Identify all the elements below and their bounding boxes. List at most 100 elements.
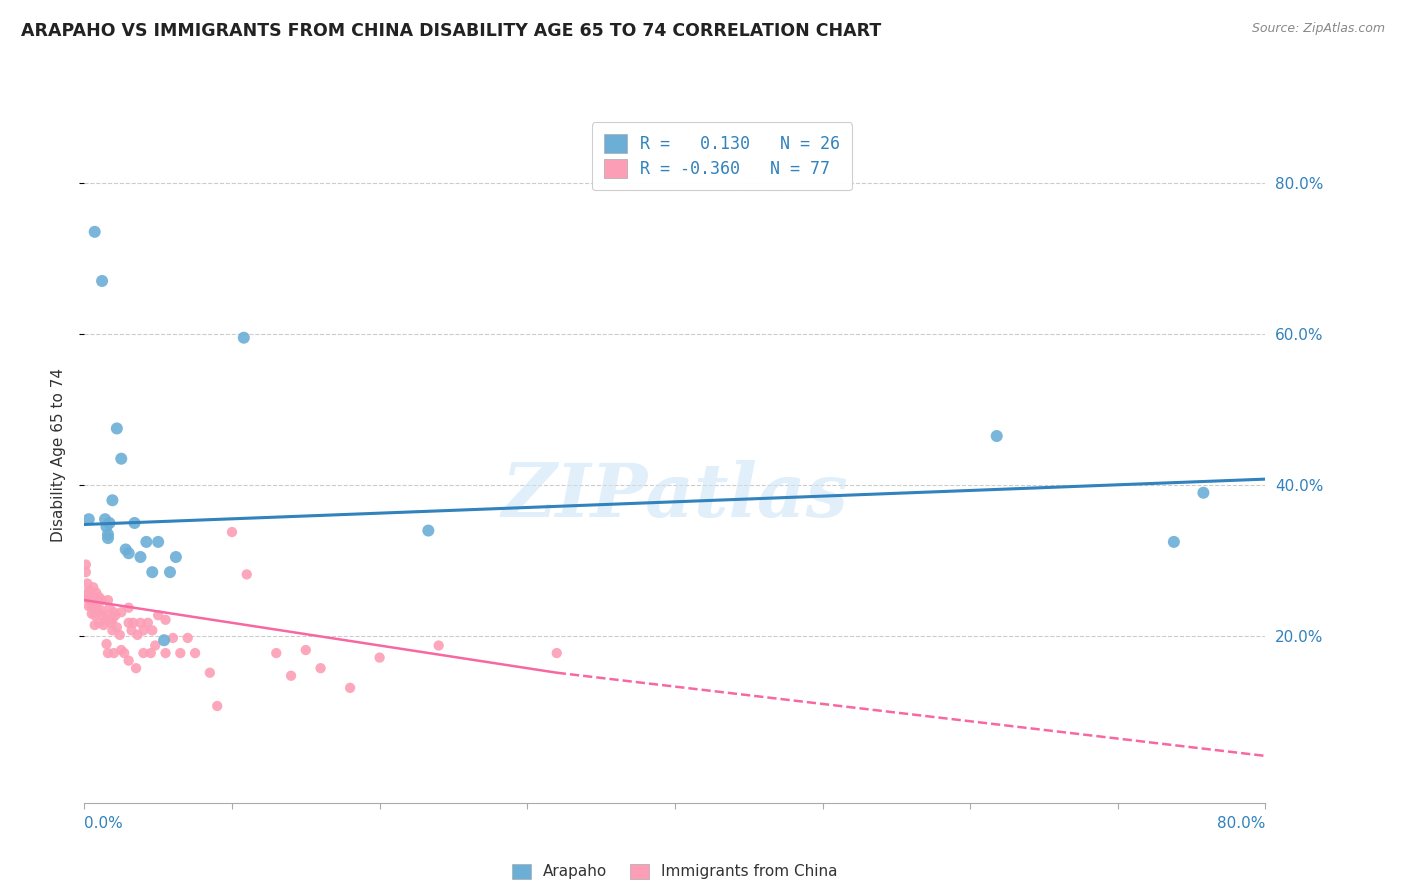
Point [83,608,105,623]
Point [177,631,200,645]
Point [98,516,121,530]
Point [93,618,115,632]
Point [118,600,141,615]
Point [84,598,107,612]
Y-axis label: Disability Age 65 to 74: Disability Age 65 to 74 [51,368,66,542]
Point [101,493,124,508]
Point [75,558,97,572]
Point [141,565,163,579]
Point [91,608,114,623]
Point [91,274,114,288]
Point [121,624,143,638]
Point [309,661,332,675]
Point [104,608,127,623]
Text: 80.0%: 80.0% [1218,816,1265,831]
Point [108,628,131,642]
Point [184,646,207,660]
Point [118,615,141,630]
Point [84,585,107,599]
Point [97,531,120,545]
Point [125,661,148,675]
Text: Source: ZipAtlas.com: Source: ZipAtlas.com [1251,22,1385,36]
Point [135,534,157,549]
Point [141,624,163,638]
Point [153,633,176,648]
Point [89,615,111,630]
Point [82,580,104,594]
Point [86,593,108,607]
Point [198,665,221,680]
Point [80,599,103,614]
Point [103,605,125,619]
Point [89,590,111,604]
Point [1163,534,1185,549]
Point [132,624,155,638]
Point [97,613,120,627]
Point [94,512,117,526]
Point [986,429,1008,443]
Point [1192,485,1215,500]
Point [100,615,122,630]
Point [129,615,152,630]
Point [427,639,450,653]
Point [97,527,120,541]
Point [76,588,98,602]
Point [83,603,105,617]
Point [221,524,243,539]
Point [77,599,100,614]
Point [110,451,132,466]
Point [114,542,136,557]
Point [129,549,152,564]
Point [136,615,159,630]
Point [101,613,124,627]
Point [143,639,166,653]
Point [124,516,146,530]
Point [103,646,125,660]
Point [546,646,568,660]
Point [236,567,259,582]
Point [86,605,108,619]
Point [155,646,177,660]
Point [155,613,177,627]
Point [205,698,228,713]
Point [295,643,318,657]
Point [79,591,101,606]
Point [105,620,128,634]
Point [110,643,132,657]
Point [110,605,132,619]
Text: ZIPatlas: ZIPatlas [502,460,848,533]
Point [105,421,128,435]
Point [264,646,288,660]
Point [97,593,120,607]
Point [368,650,391,665]
Point [101,624,124,638]
Point [118,546,141,560]
Point [91,593,114,607]
Point [122,615,145,630]
Point [77,512,100,526]
Point [83,225,105,239]
Point [96,520,118,534]
Point [75,565,97,579]
Point [118,654,141,668]
Point [82,593,104,607]
Point [127,628,149,642]
Point [132,646,155,660]
Point [159,565,181,579]
Point [165,549,187,564]
Point [418,524,440,538]
Point [76,591,98,606]
Point [96,608,118,623]
Point [96,637,118,651]
Point [280,669,302,683]
Point [339,681,361,695]
Point [232,331,254,345]
Point [90,603,112,617]
Point [80,607,103,621]
Point [139,646,162,660]
Point [83,618,105,632]
Point [112,646,135,660]
Text: ARAPAHO VS IMMIGRANTS FROM CHINA DISABILITY AGE 65 TO 74 CORRELATION CHART: ARAPAHO VS IMMIGRANTS FROM CHINA DISABIL… [21,22,882,40]
Point [162,631,184,645]
Point [98,600,121,615]
